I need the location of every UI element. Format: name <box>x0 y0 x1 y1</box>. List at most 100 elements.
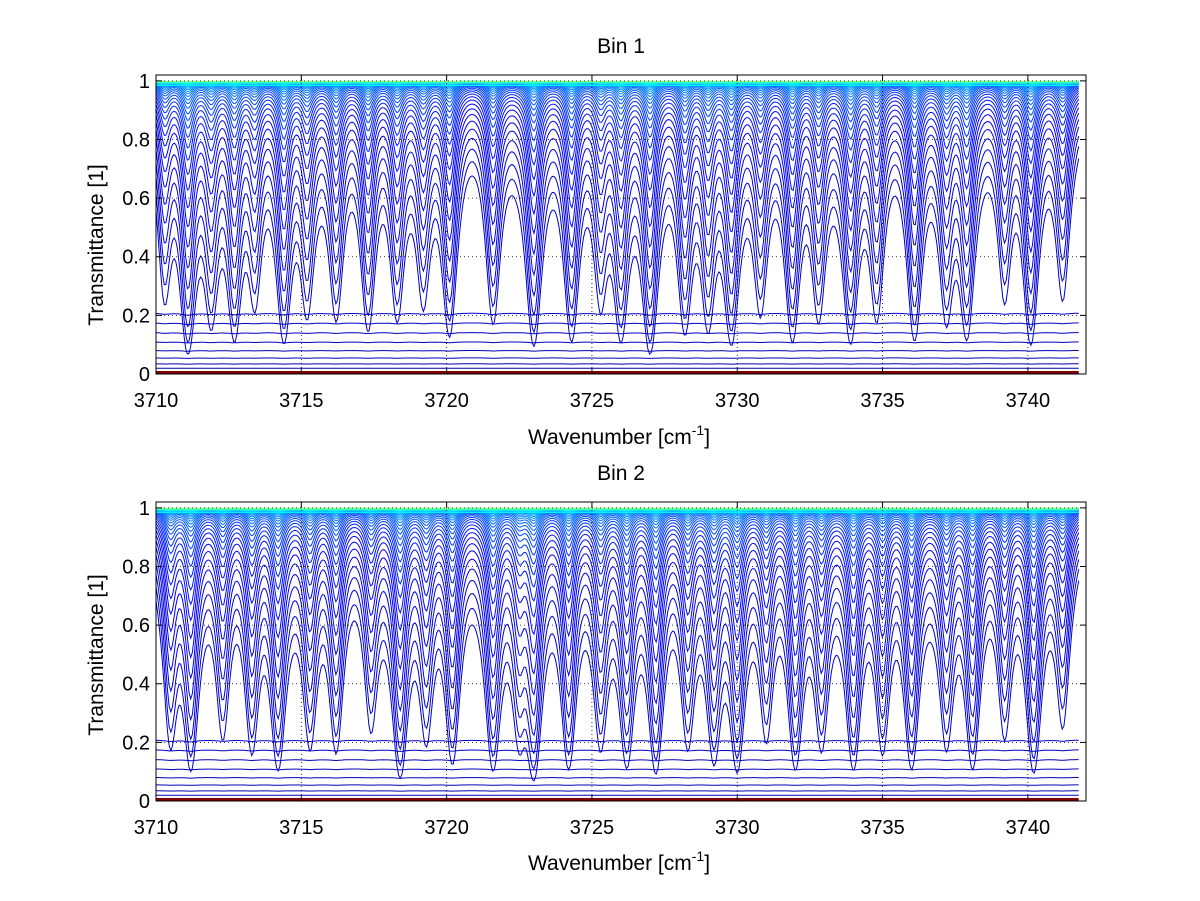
transmittance-curve <box>155 511 1079 542</box>
curves <box>155 507 1080 802</box>
curves <box>155 80 1080 375</box>
transmittance-curve <box>155 519 1080 602</box>
transmittance-curve <box>155 510 1079 536</box>
x-axis-label: Wavenumber [cm-1] <box>528 422 710 449</box>
transmittance-curve <box>155 102 1080 228</box>
x-axis-label-tail: ] <box>704 426 710 449</box>
axes-box <box>155 74 1087 375</box>
transmittance-curve <box>155 739 1079 743</box>
transmittance-curve <box>155 759 1079 762</box>
x-tick-label: 3710 <box>134 817 179 839</box>
transmittance-curve <box>155 513 1079 565</box>
transmittance-curve <box>155 512 1079 556</box>
y-axis-label: Transmittance [1] <box>85 164 108 325</box>
transmittance-curve <box>155 532 1080 675</box>
transmittance-curve <box>156 332 1079 335</box>
x-tick-label: 3710 <box>134 390 179 412</box>
transmittance-curve <box>155 509 1079 532</box>
y-tick-label: 0.6 <box>122 615 150 637</box>
x-axis-label-main: Wavenumber [cm <box>528 426 692 449</box>
x-tick-label: 3720 <box>424 817 469 839</box>
x-tick-label: 3730 <box>715 390 760 412</box>
y-tick-labels: 0 0.2 0.4 0.6 0.8 1 <box>122 498 150 813</box>
transmittance-curve <box>155 87 1079 139</box>
y-tick-label: 0.2 <box>122 305 150 327</box>
x-tick-label: 3735 <box>860 817 905 839</box>
y-tick-label: 0.4 <box>122 674 150 696</box>
transmittance-curve <box>156 768 1079 771</box>
transmittance-curve <box>155 135 1080 328</box>
transmittance-curve <box>155 515 1079 576</box>
x-tick-label: 3715 <box>279 817 324 839</box>
x-tick-label: 3720 <box>424 390 469 412</box>
y-tick-label: 0 <box>139 364 150 386</box>
transmittance-curve <box>156 350 1079 352</box>
transmittance-curve <box>155 580 1080 782</box>
transmittance-curve <box>155 158 1080 355</box>
transmittance-curve <box>155 88 1079 149</box>
transmittance-curve <box>155 82 1079 101</box>
x-axis-label-main: Wavenumber [cm <box>528 852 692 875</box>
transmittance-curve <box>155 521 1080 618</box>
transmittance-curve <box>155 559 1080 755</box>
chart-title: Bin 2 <box>597 462 645 485</box>
y-tick-label: 0.6 <box>122 188 150 210</box>
transmittance-curve <box>155 112 1080 269</box>
transmittance-curve <box>155 107 1080 249</box>
y-tick-label: 0.2 <box>122 732 150 754</box>
transmittance-curve <box>155 83 1079 109</box>
transmittance-curve <box>155 146 1080 343</box>
transmittance-curve <box>155 357 1079 359</box>
x-axis-label-superscript: -1 <box>692 422 705 438</box>
x-tick-label: 3740 <box>1006 390 1051 412</box>
x-axis-label-superscript: -1 <box>692 848 705 864</box>
x-axis-label-tail: ] <box>704 852 710 875</box>
y-axis-label: Transmittance [1] <box>85 574 108 735</box>
ticks <box>155 502 1086 802</box>
transmittance-curve <box>156 777 1079 779</box>
transmittance-curve <box>156 341 1079 344</box>
subplot-bin-1: Bin 1 Transmittance [1] Wavenumber [cm-1… <box>85 35 1087 449</box>
x-tick-labels: 3710 3715 3720 3725 3730 3735 3740 <box>134 817 1050 839</box>
transmittance-curve <box>155 119 1080 290</box>
transmittance-curve <box>155 93 1080 176</box>
chart-title: Bin 1 <box>597 35 645 58</box>
transmittance-curve <box>155 550 1080 737</box>
y-tick-labels: 0 0.2 0.4 0.6 0.8 1 <box>122 71 150 386</box>
transmittance-curve <box>155 85 1079 121</box>
y-tick-label: 1 <box>139 498 150 520</box>
transmittance-curve <box>155 543 1080 717</box>
x-tick-label: 3715 <box>279 390 324 412</box>
transmittance-curve <box>155 126 1080 310</box>
y-tick-label: 1 <box>139 71 150 93</box>
y-tick-label: 0.8 <box>122 129 150 151</box>
transmittance-curve <box>155 95 1080 192</box>
subplot-bin-2: Bin 2 Transmittance [1] Wavenumber [cm-1… <box>85 462 1087 875</box>
y-tick-label: 0 <box>139 791 150 813</box>
x-axis-label: Wavenumber [cm-1] <box>528 848 710 875</box>
transmittance-curve <box>155 511 1079 548</box>
transmittance-curve <box>155 312 1079 316</box>
transmittance-curve <box>156 784 1079 786</box>
x-tick-labels: 3710 3715 3720 3725 3730 3735 3740 <box>134 390 1050 412</box>
transmittance-curve <box>155 524 1080 636</box>
axes-box <box>155 501 1087 802</box>
transmittance-curve <box>155 537 1080 696</box>
ticks <box>155 75 1086 375</box>
transmittance-curve <box>155 84 1079 115</box>
transmittance-curve <box>155 83 1079 105</box>
transmittance-curve <box>155 81 1079 93</box>
x-tick-label: 3725 <box>570 390 615 412</box>
transmittance-curve <box>155 90 1080 161</box>
transmittance-curve <box>155 569 1080 770</box>
x-tick-label: 3735 <box>860 390 905 412</box>
transmittance-curve <box>155 517 1080 588</box>
x-tick-label: 3740 <box>1006 817 1051 839</box>
x-tick-label: 3730 <box>715 817 760 839</box>
transmittance-curve <box>155 86 1079 129</box>
transmittance-curve <box>155 528 1080 655</box>
y-tick-label: 0.8 <box>122 556 150 578</box>
transmittance-curve <box>155 98 1080 209</box>
